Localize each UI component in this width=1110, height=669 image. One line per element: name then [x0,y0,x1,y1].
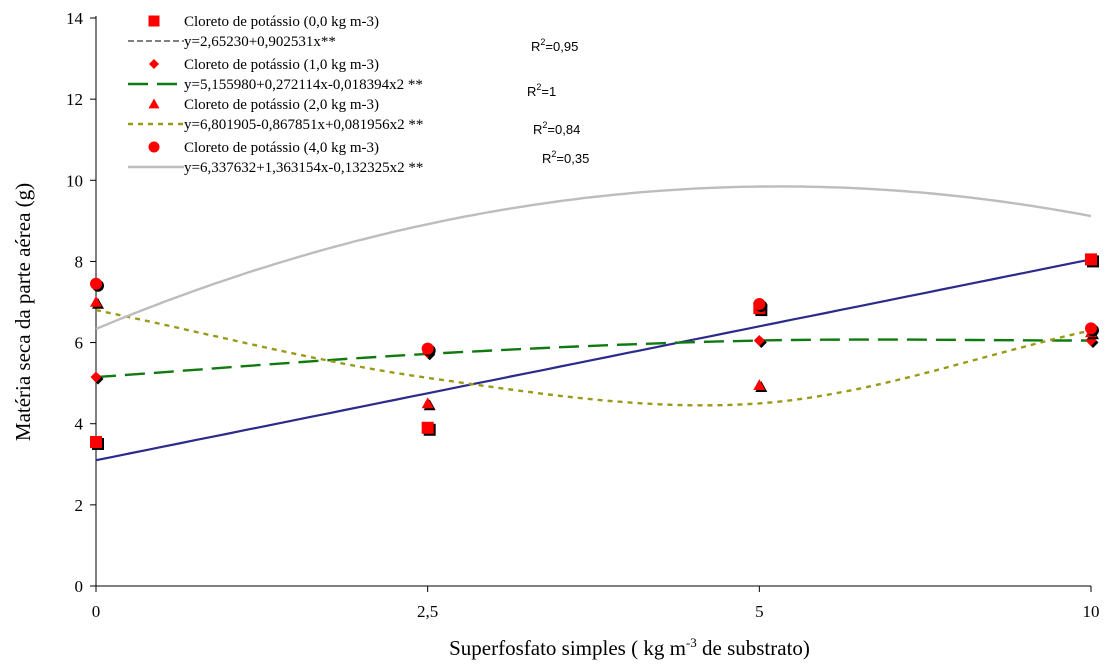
legend-marker-series-1 [148,15,160,27]
y-tick-label: 2 [75,496,84,515]
r2-label-series-2: R2=1 [527,82,556,99]
x-tick-label: 0 [92,602,101,621]
legend-marker-series-3 [148,98,160,109]
data-points [90,253,1099,450]
legend-name-series-1: Cloreto de potássio (0,0 kg m-3) [184,14,379,30]
axes: 0 2 4 6 8 10 12 14 0 2,5 5 10 [66,9,1100,621]
data-point-series-4 [90,277,102,290]
data-point-series-3 [90,296,102,307]
x-axis-title: Superfosfato simples ( kg m-3 de substra… [449,635,810,660]
y-tick-label: 14 [66,9,84,28]
r2-label-series-1: R2=0,95 [531,37,578,54]
legend-equation-series-3: y=6,801905-0,867851x+0,081956x2 ** [184,117,423,133]
data-point-series-3 [753,379,766,390]
data-point-series-1 [421,421,434,434]
y-tick-label: 0 [75,577,84,596]
data-point-series-2 [90,371,102,383]
r2-label-series-4: R2=0,35 [542,149,589,166]
legend-marker-series-2 [149,59,159,69]
data-point-series-4 [421,342,434,355]
data-point-series-1 [1085,253,1097,266]
data-point-series-2 [753,335,765,347]
r2-label-series-3: R2=0,84 [533,120,580,137]
legend-equation-series-4: y=6,337632+1,363154x-0,132325x2 ** [184,160,423,176]
legend-marker-series-4 [148,141,160,153]
r2-labels: R2=0,95 R2=1 R2=0,84 R2=0,35 [527,37,589,166]
legend-name-series-3: Cloreto de potássio (2,0 kg m-3) [184,97,379,113]
legend-equation-series-2: y=5,155980+0,272114x-0,018394x2 ** [184,77,423,93]
legend-equation-series-1: y=2,65230+0,902531x** [184,34,336,50]
legend-name-series-4: Cloreto de potássio (4,0 kg m-3) [184,140,379,156]
y-tick-label: 8 [75,252,84,271]
x-tick-label: 10 [1083,602,1100,621]
x-tick-label: 5 [755,602,764,621]
y-axis-title: Matéria seca da parte aérea (g) [11,183,35,441]
regression-lines [95,185,1092,462]
data-point-series-4 [1085,322,1097,335]
x-tick-label: 2,5 [417,602,438,621]
legend: Cloreto de potássio (0,0 kg m-3) y=2,6523… [128,14,423,176]
data-point-series-4 [753,298,766,311]
fit-line-series-1 [95,258,1092,462]
y-tick-label: 6 [75,334,84,353]
y-tick-label: 12 [66,90,83,109]
y-tick-label: 10 [66,171,83,190]
fit-line-series-2 [95,338,1091,379]
fit-line-series-4 [95,185,1092,331]
data-point-series-1 [90,435,102,448]
y-tick-label: 4 [75,415,84,434]
data-point-series-3 [421,397,434,409]
legend-name-series-2: Cloreto de potássio (1,0 kg m-3) [184,57,379,73]
fit-line-series-3 [95,308,1092,407]
axis-titles: Matéria seca da parte aérea (g) Superfosf… [11,183,810,660]
